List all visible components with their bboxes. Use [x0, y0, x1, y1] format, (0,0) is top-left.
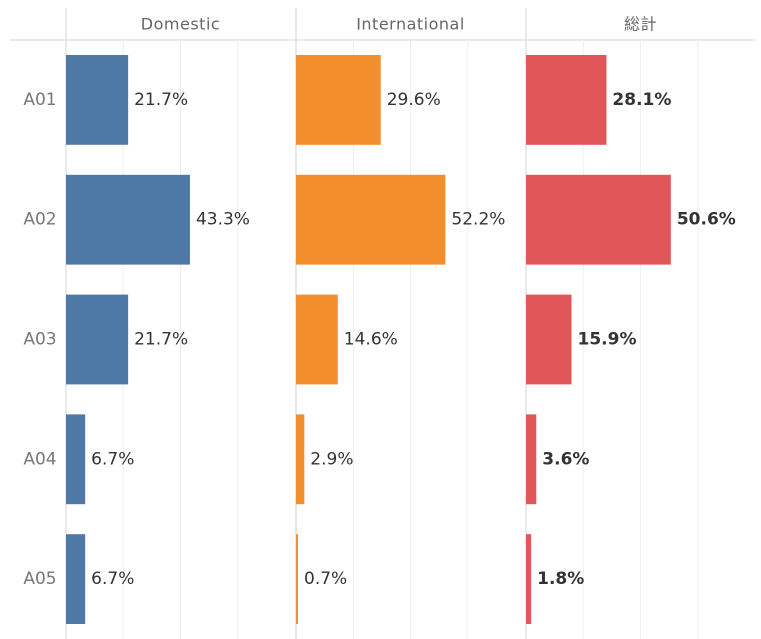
bar	[526, 55, 607, 145]
value-label: 6.7%	[91, 569, 134, 589]
bar	[526, 534, 532, 624]
value-label: 28.1%	[612, 90, 671, 110]
category-label: A02	[23, 210, 56, 230]
bar	[296, 174, 446, 265]
bar	[296, 55, 381, 145]
value-label: 14.6%	[344, 330, 398, 350]
category-label: A04	[23, 449, 56, 469]
bar	[296, 294, 338, 385]
value-label: 3.6%	[542, 449, 589, 469]
bar	[66, 534, 86, 624]
value-label: 15.9%	[578, 330, 637, 350]
category-label: A03	[23, 330, 56, 350]
category-label: A01	[23, 90, 56, 110]
bar	[526, 414, 537, 505]
value-label: 21.7%	[134, 90, 188, 110]
bar	[526, 174, 671, 265]
panel-header: International	[356, 15, 465, 34]
value-label: 1.8%	[537, 569, 584, 589]
bar	[66, 294, 129, 385]
value-label: 43.3%	[196, 210, 250, 230]
bar	[526, 294, 572, 385]
category-label: A05	[23, 569, 56, 589]
value-label: 50.6%	[677, 210, 736, 230]
value-label: 21.7%	[134, 330, 188, 350]
value-label: 29.6%	[387, 90, 441, 110]
value-label: 0.7%	[304, 569, 347, 589]
panel-header: 総計	[624, 15, 657, 34]
bar	[66, 55, 129, 145]
panel-header: Domestic	[141, 15, 220, 34]
value-label: 52.2%	[451, 210, 505, 230]
bar	[66, 414, 86, 505]
value-label: 6.7%	[91, 449, 134, 469]
value-label: 2.9%	[310, 449, 353, 469]
bar	[66, 174, 190, 265]
bar	[296, 534, 299, 624]
bar	[296, 414, 305, 505]
